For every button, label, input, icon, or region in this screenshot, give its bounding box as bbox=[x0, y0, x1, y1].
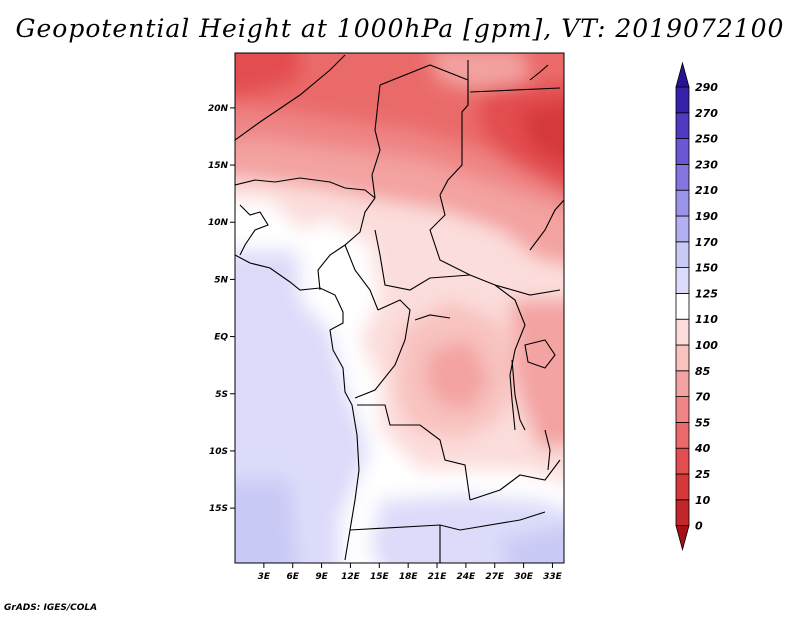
chart-title: Geopotential Height at 1000hPa [gpm], VT… bbox=[15, 14, 785, 43]
border-angola bbox=[357, 404, 471, 501]
x-tick-label: 15E bbox=[370, 572, 390, 582]
border-congo-drc bbox=[354, 299, 411, 399]
colorbar-label: 210 bbox=[695, 184, 718, 197]
x-tick-label: 24E bbox=[457, 572, 477, 582]
congo-river bbox=[414, 314, 451, 321]
x-tick-label: 6E bbox=[287, 572, 300, 582]
axes: 3E 6E 9E 12E 15E 18E 21E 24E 27E 30E 33E 20N 15N 10N 5… bbox=[208, 104, 563, 582]
colorbar-swatch bbox=[675, 86, 690, 114]
colorbar-swatch bbox=[675, 344, 690, 372]
border-coastal bbox=[239, 204, 269, 256]
colorbar-swatch bbox=[675, 421, 690, 449]
x-tick-label: 30E bbox=[514, 572, 534, 582]
border-south bbox=[349, 511, 546, 531]
colorbar-label: 55 bbox=[695, 416, 711, 429]
lake-victoria bbox=[524, 339, 556, 369]
colorbar-label: 170 bbox=[695, 236, 718, 249]
border-westafrica bbox=[235, 177, 376, 199]
field-eastafrica bbox=[510, 300, 564, 450]
colorbar-label: 190 bbox=[695, 210, 718, 223]
ne-border bbox=[469, 87, 561, 93]
border-algeria bbox=[235, 54, 346, 141]
y-tick-label: 10S bbox=[209, 447, 228, 457]
colorbar-label: 70 bbox=[695, 391, 711, 404]
colorbar-swatch bbox=[675, 267, 690, 294]
border-cameroon bbox=[344, 244, 379, 311]
y-tick-label: 15N bbox=[208, 161, 229, 171]
map-boundaries bbox=[235, 54, 564, 563]
y-tick-label: 5N bbox=[214, 275, 228, 285]
colorbar-label: 0 bbox=[695, 520, 703, 533]
border-car bbox=[374, 229, 471, 291]
colorbar-swatch bbox=[675, 473, 690, 501]
colorbar-swatch bbox=[675, 241, 690, 269]
colorbar-label: 25 bbox=[695, 468, 711, 481]
colorbar-label: 270 bbox=[695, 107, 718, 120]
border-drc-east bbox=[494, 284, 526, 431]
colorbar-label: 250 bbox=[695, 133, 718, 146]
field-libya-ridge bbox=[431, 53, 530, 90]
colorbar-label: 230 bbox=[695, 158, 718, 171]
grads-credit: GrADS: IGES/COLA bbox=[4, 603, 98, 613]
border-sudan-south bbox=[494, 284, 561, 296]
colorbar-swatch bbox=[675, 112, 690, 140]
colorbar-label: 100 bbox=[695, 339, 718, 352]
field-south-blue bbox=[370, 495, 564, 563]
y-tick-label: 5S bbox=[215, 390, 228, 400]
colorbar-swatch bbox=[675, 447, 690, 475]
red-sea-coast bbox=[529, 64, 549, 81]
border-chad-sudan bbox=[429, 194, 496, 286]
field-congo-core bbox=[425, 340, 490, 410]
border-egypt bbox=[439, 60, 469, 196]
colorbar-swatch bbox=[675, 138, 690, 165]
colorbar: 0 10 25 40 55 70 85 100 110 125 150 170 190 210 230 250… bbox=[675, 61, 718, 552]
x-tick-label: 18E bbox=[399, 572, 419, 582]
colorbar-label: 85 bbox=[695, 365, 711, 378]
x-tick-label: 21E bbox=[428, 572, 448, 582]
colorbar-swatch bbox=[675, 318, 690, 346]
colorbar-label: 290 bbox=[695, 81, 718, 94]
y-tick-label: EQ bbox=[214, 333, 228, 343]
colorbar-label: 150 bbox=[695, 262, 718, 275]
colorbar-swatch bbox=[675, 396, 690, 423]
colorbar-swatch bbox=[675, 292, 690, 320]
border-ethiopia bbox=[529, 199, 564, 251]
colorbar-swatch bbox=[675, 189, 690, 217]
coastline-west bbox=[235, 254, 360, 561]
field-land-white bbox=[300, 240, 564, 563]
border-zambia bbox=[469, 459, 561, 501]
x-tick-label: 27E bbox=[485, 572, 505, 582]
colorbar-label: 125 bbox=[695, 287, 718, 300]
x-tick-label: 12E bbox=[341, 572, 361, 582]
colorbar-cap-bottom bbox=[675, 525, 690, 552]
lake-tanganyika bbox=[511, 359, 526, 431]
x-tick-label: 3E bbox=[258, 572, 271, 582]
colorbar-label: 10 bbox=[695, 494, 711, 507]
y-tick-label: 15S bbox=[209, 504, 228, 514]
field-swcorner bbox=[235, 480, 297, 563]
field-nw-low bbox=[235, 53, 300, 95]
lake-malawi bbox=[544, 429, 551, 471]
colorbar-label: 40 bbox=[694, 442, 711, 455]
x-tick-label: 9E bbox=[315, 572, 328, 582]
colorbar-swatch bbox=[675, 215, 690, 243]
colorbar-swatch bbox=[675, 163, 690, 191]
colorbar-label: 110 bbox=[695, 313, 718, 326]
field-se-corner bbox=[500, 527, 564, 563]
colorbar-cap-top bbox=[675, 61, 690, 88]
colorbar-swatch bbox=[675, 370, 690, 397]
y-tick-label: 10N bbox=[208, 218, 229, 228]
map-frame bbox=[234, 52, 565, 564]
x-tick-label: 33E bbox=[543, 572, 563, 582]
border-niger-chad bbox=[371, 84, 381, 199]
colorbar-swatch bbox=[675, 499, 690, 526]
y-tick-label: 20N bbox=[208, 104, 229, 114]
field-sudan-core bbox=[520, 102, 564, 165]
